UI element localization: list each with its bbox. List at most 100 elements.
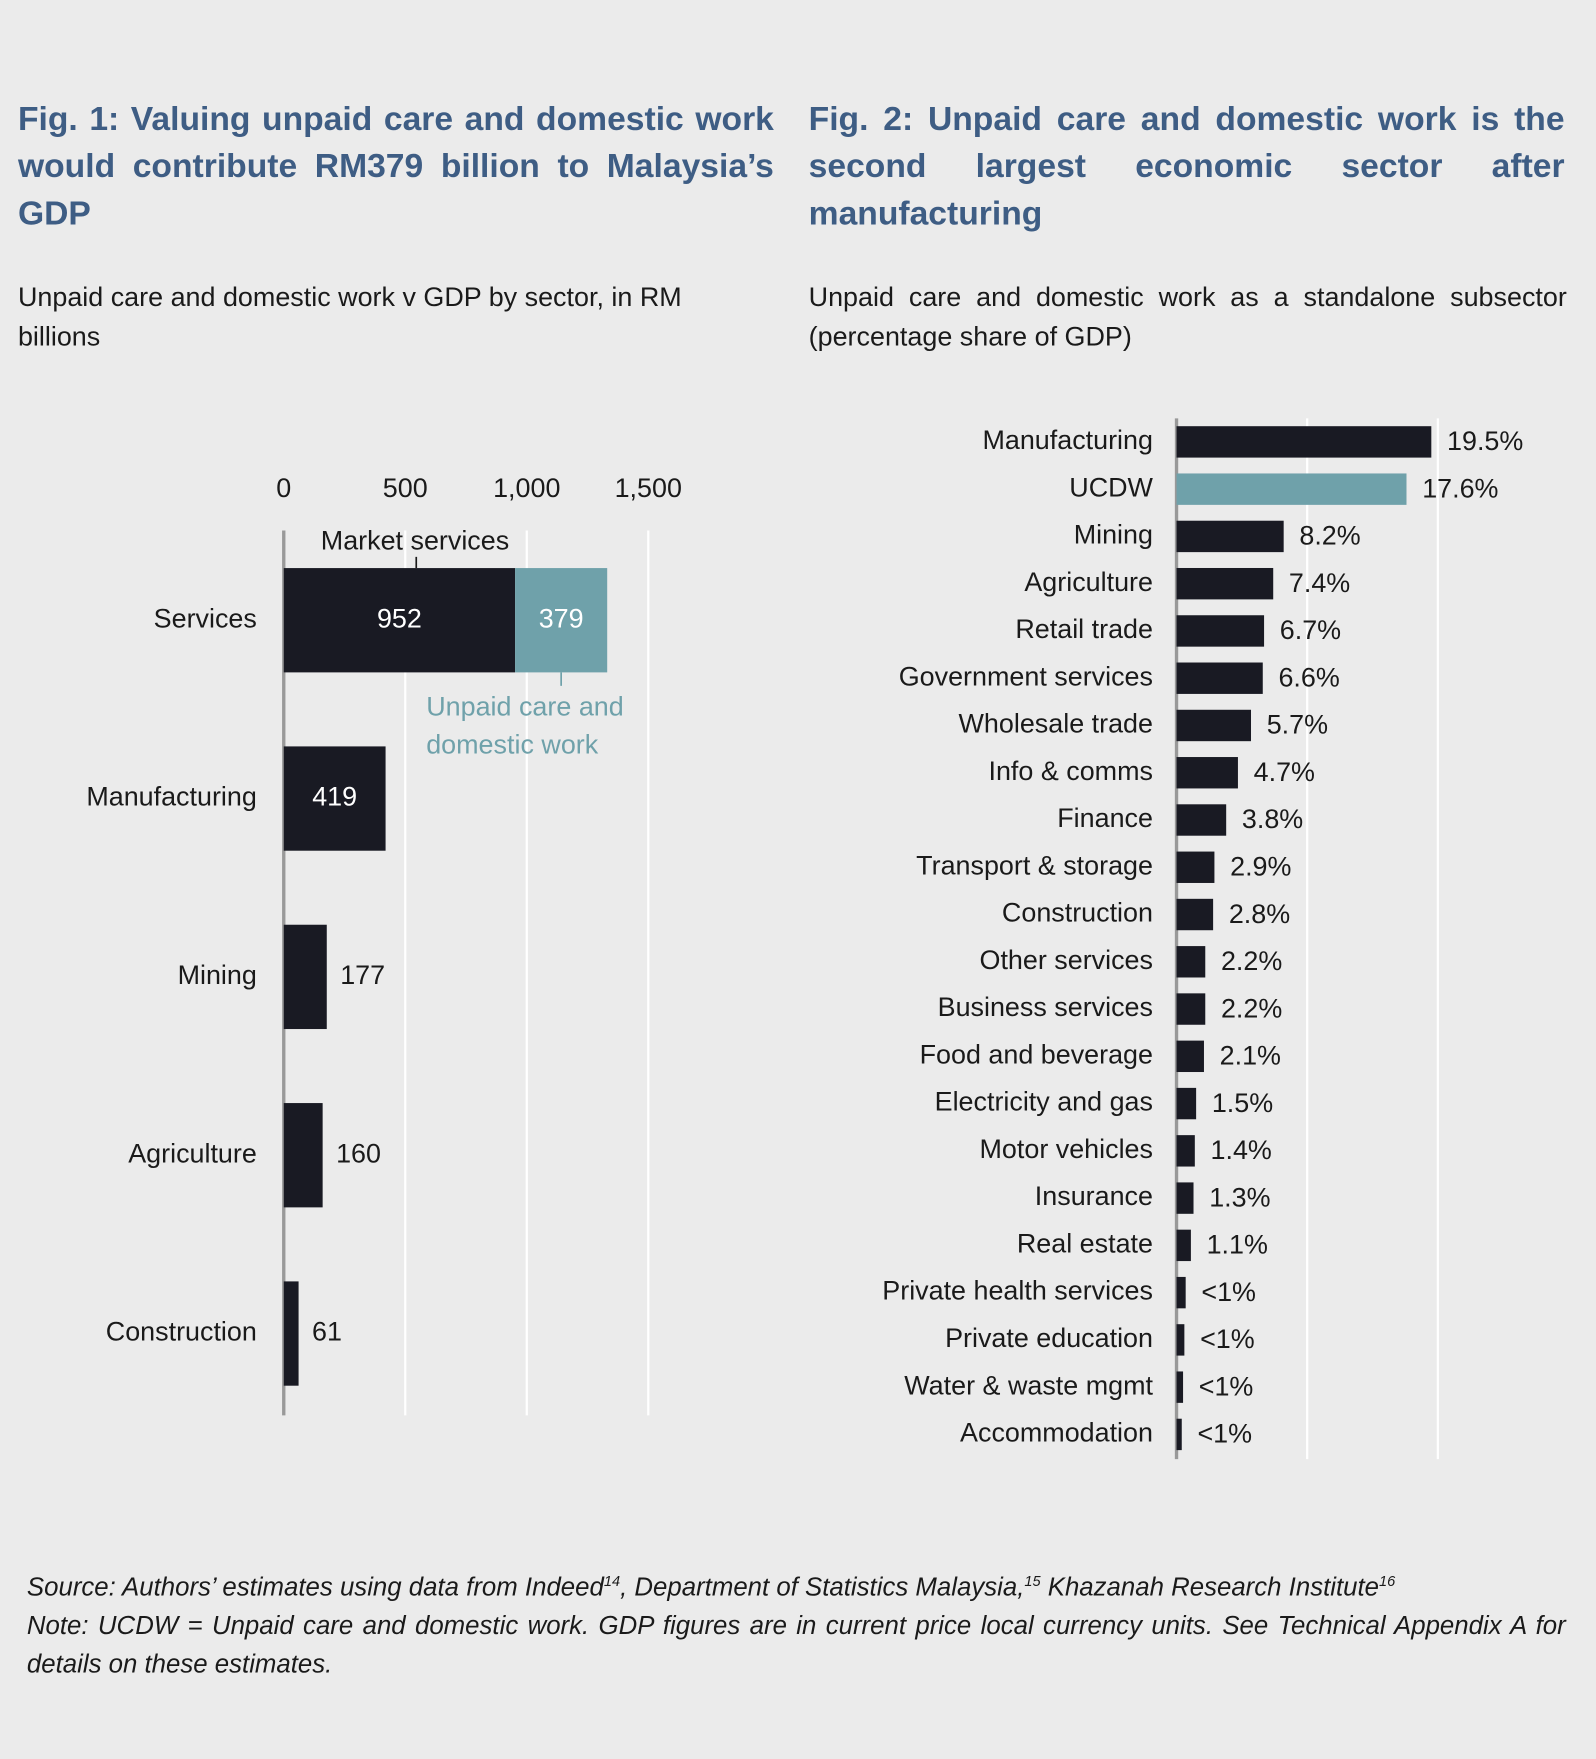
- footnote-ref: 14: [603, 1572, 621, 1590]
- category-label: Agriculture: [128, 1138, 257, 1168]
- chart-subtitle: Unpaid care and domestic work as a stand…: [808, 282, 1567, 353]
- source-text: Source: Authors’ estimates using data fr…: [26, 1572, 604, 1602]
- category-label: Private education: [945, 1323, 1153, 1353]
- category-label: Insurance: [1035, 1181, 1153, 1211]
- bar: [1176, 473, 1407, 505]
- chart-title: Fig. 1: Valuing unpaid care and domestic…: [17, 100, 774, 233]
- value-label: 6.7%: [1280, 615, 1341, 645]
- category-label: Food and beverage: [920, 1039, 1153, 1069]
- category-label: Water & waste mgmt: [904, 1370, 1153, 1400]
- chart-subtitle: Unpaid care and domestic work v GDP by s…: [17, 282, 682, 353]
- bar: [1176, 1276, 1186, 1309]
- value-label: 177: [340, 960, 385, 990]
- bar-segment: [515, 568, 608, 673]
- series-label: Unpaid care and domestic work: [426, 692, 624, 761]
- category-label: UCDW: [1069, 472, 1153, 502]
- category-label: Real estate: [1017, 1228, 1153, 1258]
- value-label: 2.1%: [1220, 1041, 1281, 1071]
- bar: [1176, 898, 1214, 931]
- bar: [1176, 1324, 1185, 1356]
- value-label: 419: [312, 782, 357, 812]
- value-label: 2.9%: [1230, 851, 1291, 881]
- value-label: 4.7%: [1254, 757, 1315, 787]
- value-label: 5.7%: [1267, 710, 1328, 740]
- source-text: , Department of Statistics Malaysia,: [620, 1572, 1025, 1602]
- value-label: 8.2%: [1299, 521, 1360, 551]
- bar: [1176, 1135, 1195, 1167]
- category-label: Services: [154, 603, 257, 633]
- category-label: Manufacturing: [86, 782, 257, 812]
- category-label: Retail trade: [1015, 614, 1153, 644]
- bar: [1176, 1182, 1194, 1214]
- bar-segment: [283, 1281, 299, 1386]
- bar-segment: [283, 746, 386, 851]
- category-label: Electricity and gas: [935, 1087, 1153, 1117]
- category-label: Accommodation: [960, 1418, 1153, 1448]
- category-label: Other services: [980, 945, 1153, 975]
- value-label: 61: [312, 1317, 342, 1347]
- bar-segment: [283, 568, 516, 673]
- value-label: 1.1%: [1207, 1230, 1268, 1260]
- bar: [1176, 1229, 1191, 1262]
- bar: [1176, 1371, 1184, 1403]
- notes: Source: Authors’ estimates using data fr…: [27, 1562, 1566, 1682]
- category-label: Motor vehicles: [980, 1134, 1153, 1164]
- value-label: 7.4%: [1289, 568, 1350, 598]
- category-label: Transport & storage: [916, 850, 1153, 880]
- category-label: Construction: [106, 1317, 257, 1347]
- bar-segment: [283, 924, 327, 1030]
- value-label: 952: [377, 603, 422, 633]
- category-label: Private health services: [882, 1276, 1153, 1306]
- value-label: <1%: [1201, 1277, 1256, 1307]
- category-label: Construction: [1002, 898, 1153, 928]
- bar: [1176, 615, 1265, 647]
- bar: [1176, 1040, 1204, 1073]
- bar: [1176, 709, 1252, 742]
- series-label: Market services: [321, 525, 509, 555]
- x-tick-label: 1,000: [493, 473, 560, 503]
- bar: [1176, 993, 1206, 1025]
- category-label: Government services: [899, 661, 1153, 691]
- bar: [1176, 662, 1263, 694]
- footnote-ref: 16: [1379, 1572, 1396, 1590]
- bar: [1176, 1418, 1182, 1451]
- source: Source: Authors’ estimates using data fr…: [27, 1562, 1566, 1605]
- chart-title: Fig. 2: Unpaid care and domestic work is…: [808, 100, 1565, 233]
- value-label: 19.5%: [1447, 426, 1523, 456]
- category-label: Manufacturing: [982, 425, 1153, 455]
- category-label: Wholesale trade: [959, 709, 1153, 739]
- bar: [1176, 946, 1206, 978]
- value-label: 2.2%: [1221, 946, 1282, 976]
- value-label: 1.5%: [1212, 1088, 1273, 1118]
- x-tick-label: 0: [276, 473, 291, 503]
- bar: [1176, 1087, 1197, 1120]
- value-label: 1.3%: [1209, 1182, 1270, 1212]
- bar: [1176, 520, 1284, 553]
- bar: [1176, 567, 1274, 600]
- bar: [1176, 757, 1238, 789]
- bar: [1176, 804, 1227, 836]
- bar-segment: [283, 1103, 323, 1208]
- footnote-ref: 15: [1024, 1572, 1041, 1590]
- x-tick-label: 1,500: [615, 473, 682, 503]
- value-label: 2.8%: [1229, 899, 1290, 929]
- value-label: 6.6%: [1278, 662, 1339, 692]
- category-label: Finance: [1057, 803, 1153, 833]
- bar: [1176, 426, 1432, 458]
- value-label: <1%: [1197, 1419, 1252, 1449]
- value-label: 379: [539, 603, 584, 633]
- category-label: Info & comms: [988, 756, 1152, 786]
- x-tick-label: 500: [383, 473, 428, 503]
- value-label: <1%: [1199, 1371, 1254, 1401]
- source-text: Khazanah Research Institute: [1040, 1572, 1380, 1602]
- category-label: Agriculture: [1024, 567, 1153, 597]
- bar: [1176, 851, 1215, 883]
- value-label: <1%: [1200, 1324, 1255, 1354]
- value-label: 3.8%: [1242, 804, 1303, 834]
- value-label: 1.4%: [1211, 1135, 1272, 1165]
- value-label: 2.2%: [1221, 993, 1282, 1023]
- value-label: 17.6%: [1422, 473, 1498, 503]
- category-label: Mining: [178, 960, 257, 990]
